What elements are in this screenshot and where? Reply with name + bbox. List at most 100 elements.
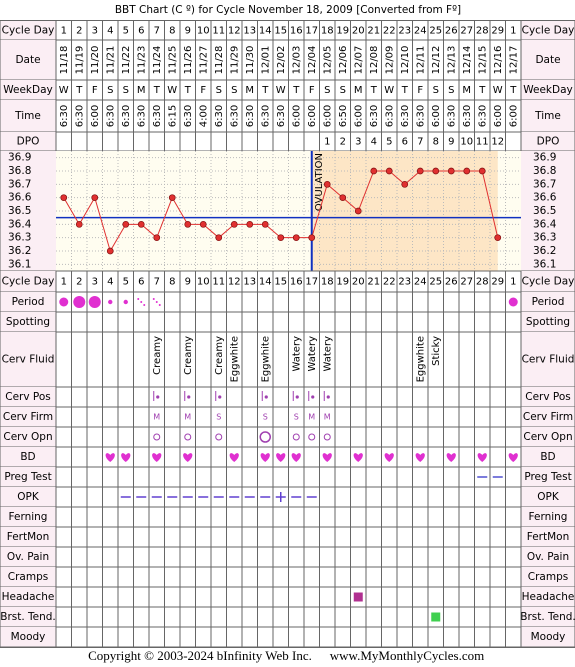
cerv-fluid: Creamy [183, 336, 194, 375]
date: 12/04 [307, 46, 318, 75]
label-cell [521, 100, 575, 132]
temp-point [137, 220, 145, 228]
cycle-day: 25 [429, 26, 442, 37]
weekday: T [370, 85, 378, 96]
date: 11/27 [198, 46, 209, 75]
date: 12/13 [446, 46, 457, 75]
weekday: W [384, 85, 394, 96]
cycle-day: 26 [445, 26, 458, 37]
cycle-day: 20 [352, 26, 365, 37]
cerv-firm: S [263, 413, 268, 422]
row-label: Spotting [526, 316, 570, 328]
time: 6:00 [90, 105, 101, 127]
row-label: Period [532, 296, 565, 308]
date: 12/12 [431, 46, 442, 75]
cycle-day: 18 [321, 26, 334, 37]
time: 6:30 [369, 105, 380, 127]
row-label: Cycle Day [522, 25, 575, 37]
weekday: S [123, 85, 129, 96]
row-label: Cramps [8, 571, 48, 583]
cycle-day: 1 [510, 277, 516, 288]
label-cell [0, 507, 56, 527]
label-cell [0, 151, 56, 271]
y-tick-label: 36.7 [533, 178, 556, 190]
row-label: Time [14, 110, 41, 122]
label-cell [521, 132, 575, 151]
temp-point [122, 220, 130, 228]
cycle-day: 7 [154, 26, 160, 37]
temp-point [308, 234, 316, 242]
dpo: 6 [402, 137, 408, 148]
row-label: Brst. Tend. [0, 611, 56, 623]
dot [155, 301, 158, 303]
label-cell [521, 312, 575, 332]
date: 12/16 [493, 46, 504, 75]
weekday: T [261, 85, 269, 96]
cycle-day: 27 [460, 26, 473, 37]
date: 12/07 [353, 46, 364, 75]
bd-heart [446, 453, 456, 462]
cerv-opn [215, 433, 223, 441]
row-label: Cycle Day [522, 276, 575, 288]
row-label: Ov. Pain [7, 551, 49, 563]
dot [140, 301, 143, 303]
cycle-day: 8 [169, 277, 175, 288]
row-label: OPK [17, 491, 40, 503]
cycle-day: 13 [243, 277, 256, 288]
date: 11/23 [136, 46, 147, 75]
dot [137, 298, 140, 300]
weekday: W [276, 85, 286, 96]
row-label: WeekDay [3, 84, 53, 96]
bd-heart [276, 453, 286, 462]
cycle-day: 28 [476, 277, 489, 288]
row-label: Moody [531, 631, 566, 643]
label-cell [0, 80, 56, 100]
row-label: Ferning [529, 511, 568, 523]
period-dot [88, 296, 101, 308]
cycle-day: 17 [305, 277, 318, 288]
label-cell [521, 467, 575, 487]
label-cell [0, 40, 56, 80]
cycle-day: 28 [476, 26, 489, 37]
cycle-day: 15 [274, 26, 287, 37]
cycle-day: 4 [107, 277, 113, 288]
cerv-pos-dot [264, 395, 268, 399]
cycle-day: 18 [321, 277, 334, 288]
label-cell [0, 407, 56, 427]
bd-heart [384, 453, 394, 462]
cycle-day: 29 [491, 26, 504, 37]
time: 6:30 [446, 105, 457, 127]
temp-point [60, 194, 68, 202]
date: 11/28 [214, 46, 225, 75]
bd-heart [291, 453, 301, 462]
cerv-fluid: Creamy [214, 336, 225, 375]
time: 4:00 [198, 105, 209, 127]
weekday: S [433, 85, 439, 96]
label-cell [521, 332, 575, 387]
cycle-day: 1 [61, 277, 67, 288]
date: 12/03 [291, 46, 302, 75]
dpo: 5 [386, 137, 392, 148]
cycle-day: 6 [138, 277, 144, 288]
cerv-firm: S [216, 413, 221, 422]
time: 6:00 [307, 105, 318, 127]
bd-heart [183, 453, 193, 462]
label-cell [521, 407, 575, 427]
weekday: S [324, 85, 330, 96]
row-label: WeekDay [523, 84, 573, 96]
weekday: F [200, 85, 206, 96]
label-cell [521, 40, 575, 80]
weekday: F [309, 85, 315, 96]
cerv-firm: M [324, 413, 331, 422]
time: 6:50 [338, 105, 349, 127]
cycle-day: 3 [92, 26, 98, 37]
y-tick-label: 36.2 [533, 245, 556, 257]
row-label: BD [540, 451, 555, 463]
date: 12/17 [508, 46, 519, 75]
time: 6:30 [462, 105, 473, 127]
temp-point [432, 167, 440, 175]
row-label: Ov. Pain [527, 551, 569, 563]
cycle-day: 12 [228, 277, 241, 288]
cycle-day: 16 [290, 26, 303, 37]
temp-point [370, 167, 378, 175]
